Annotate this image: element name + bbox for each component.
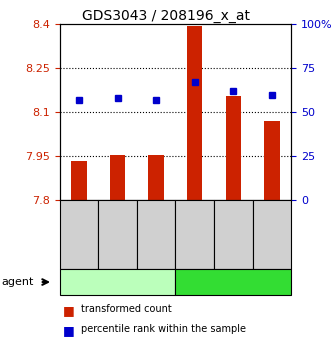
Text: ■: ■: [63, 304, 74, 317]
Text: GSM34164: GSM34164: [267, 210, 276, 259]
Text: transformed count: transformed count: [81, 304, 172, 314]
Text: GSM34140: GSM34140: [113, 210, 122, 259]
Bar: [110, 155, 125, 200]
Bar: [187, 26, 203, 200]
Bar: [226, 96, 241, 200]
Bar: [264, 121, 280, 200]
Text: imatinib: imatinib: [211, 277, 256, 287]
Text: ■: ■: [63, 324, 74, 337]
Bar: [71, 160, 87, 200]
Text: control: control: [98, 277, 137, 287]
Text: agent: agent: [2, 277, 34, 287]
Text: GSM34134: GSM34134: [74, 210, 83, 259]
Text: GSM34146: GSM34146: [152, 210, 161, 259]
Bar: [148, 155, 164, 200]
Text: GSM34162: GSM34162: [190, 210, 199, 259]
Text: percentile rank within the sample: percentile rank within the sample: [81, 324, 246, 334]
Text: GSM34163: GSM34163: [229, 210, 238, 259]
Text: GDS3043 / 208196_x_at: GDS3043 / 208196_x_at: [81, 9, 250, 23]
